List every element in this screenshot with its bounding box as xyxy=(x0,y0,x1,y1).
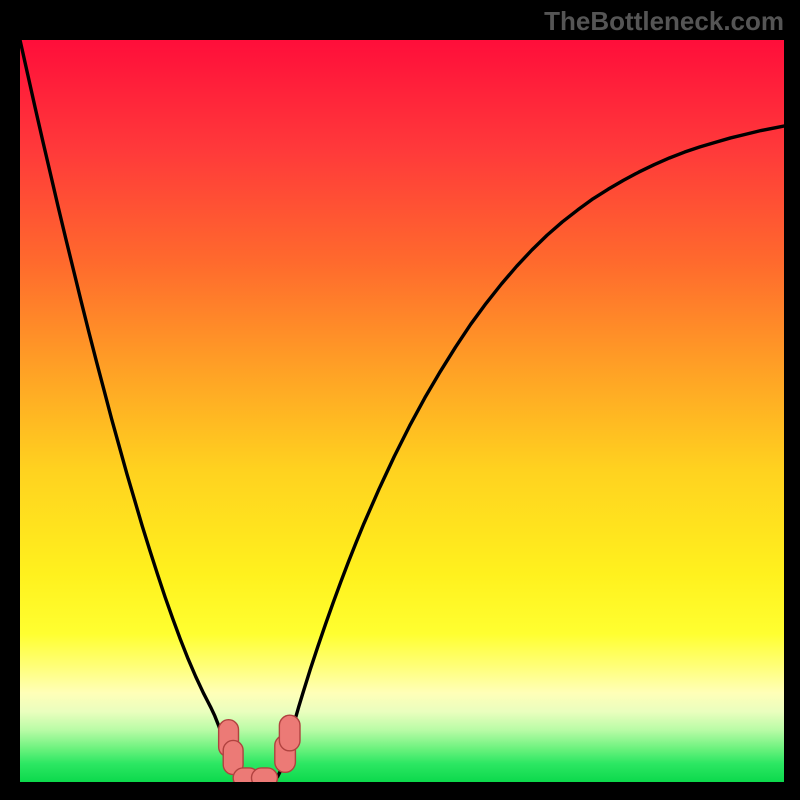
watermark-text: TheBottleneck.com xyxy=(544,6,784,37)
chart-frame: TheBottleneck.com xyxy=(0,0,800,800)
bottleneck-curve-plot xyxy=(20,40,784,782)
data-marker xyxy=(279,715,300,751)
plot-background xyxy=(20,40,784,782)
data-marker xyxy=(251,768,277,782)
